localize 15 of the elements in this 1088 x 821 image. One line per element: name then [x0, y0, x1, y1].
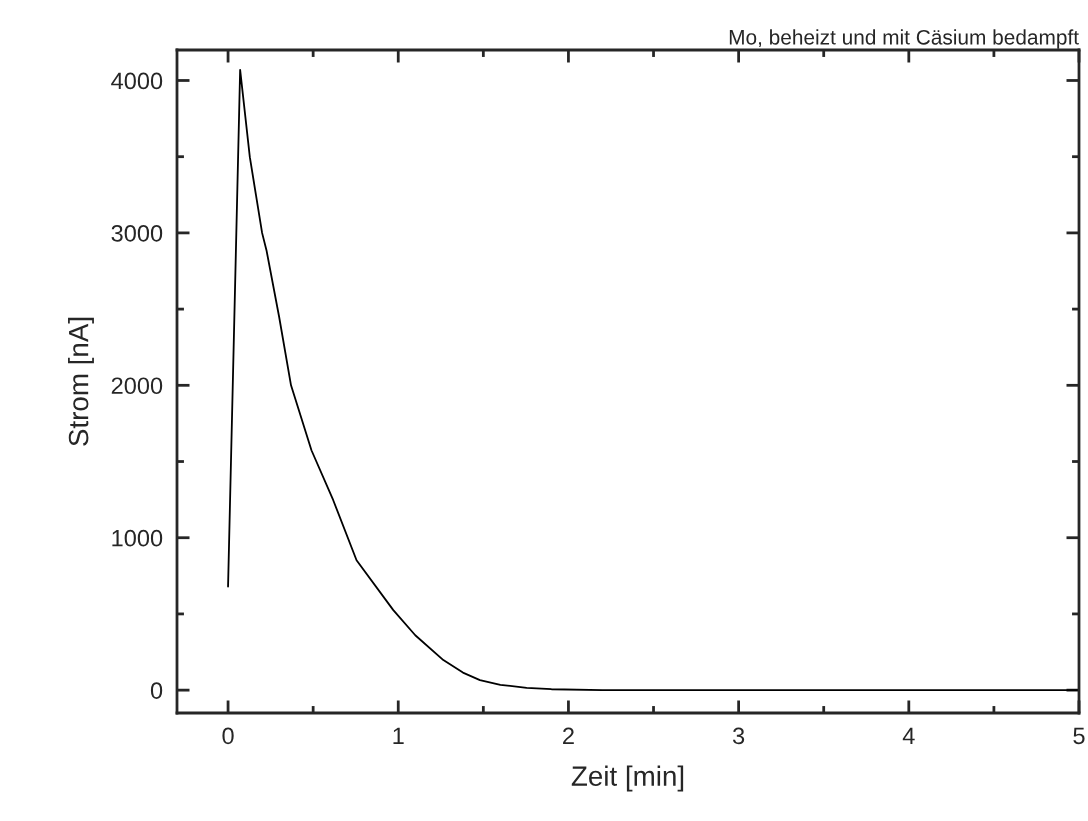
x-tick-label: 1 — [393, 727, 404, 744]
x-tick-label: 0 — [222, 727, 234, 745]
x-tick-label: 2 — [563, 727, 574, 744]
x-axis-title: Zeit [min] — [571, 765, 684, 792]
y-axis-title: Strom [nA] — [68, 317, 94, 446]
x-tick-label: 4 — [902, 727, 915, 744]
y-tick-label: 0 — [150, 682, 163, 699]
x-tick-label: 5 — [1073, 727, 1085, 745]
y-tick-label: 4000 — [111, 72, 163, 90]
y-tick-label: 3000 — [111, 224, 163, 242]
y-tick-label: 1000 — [112, 529, 163, 547]
x-tick-label: 3 — [732, 727, 745, 745]
line-series — [227, 68, 1079, 692]
chart-title: Mo, beheizt und mit Cäsium bedampft — [729, 29, 1079, 49]
y-tick-label: 2000 — [111, 377, 163, 395]
